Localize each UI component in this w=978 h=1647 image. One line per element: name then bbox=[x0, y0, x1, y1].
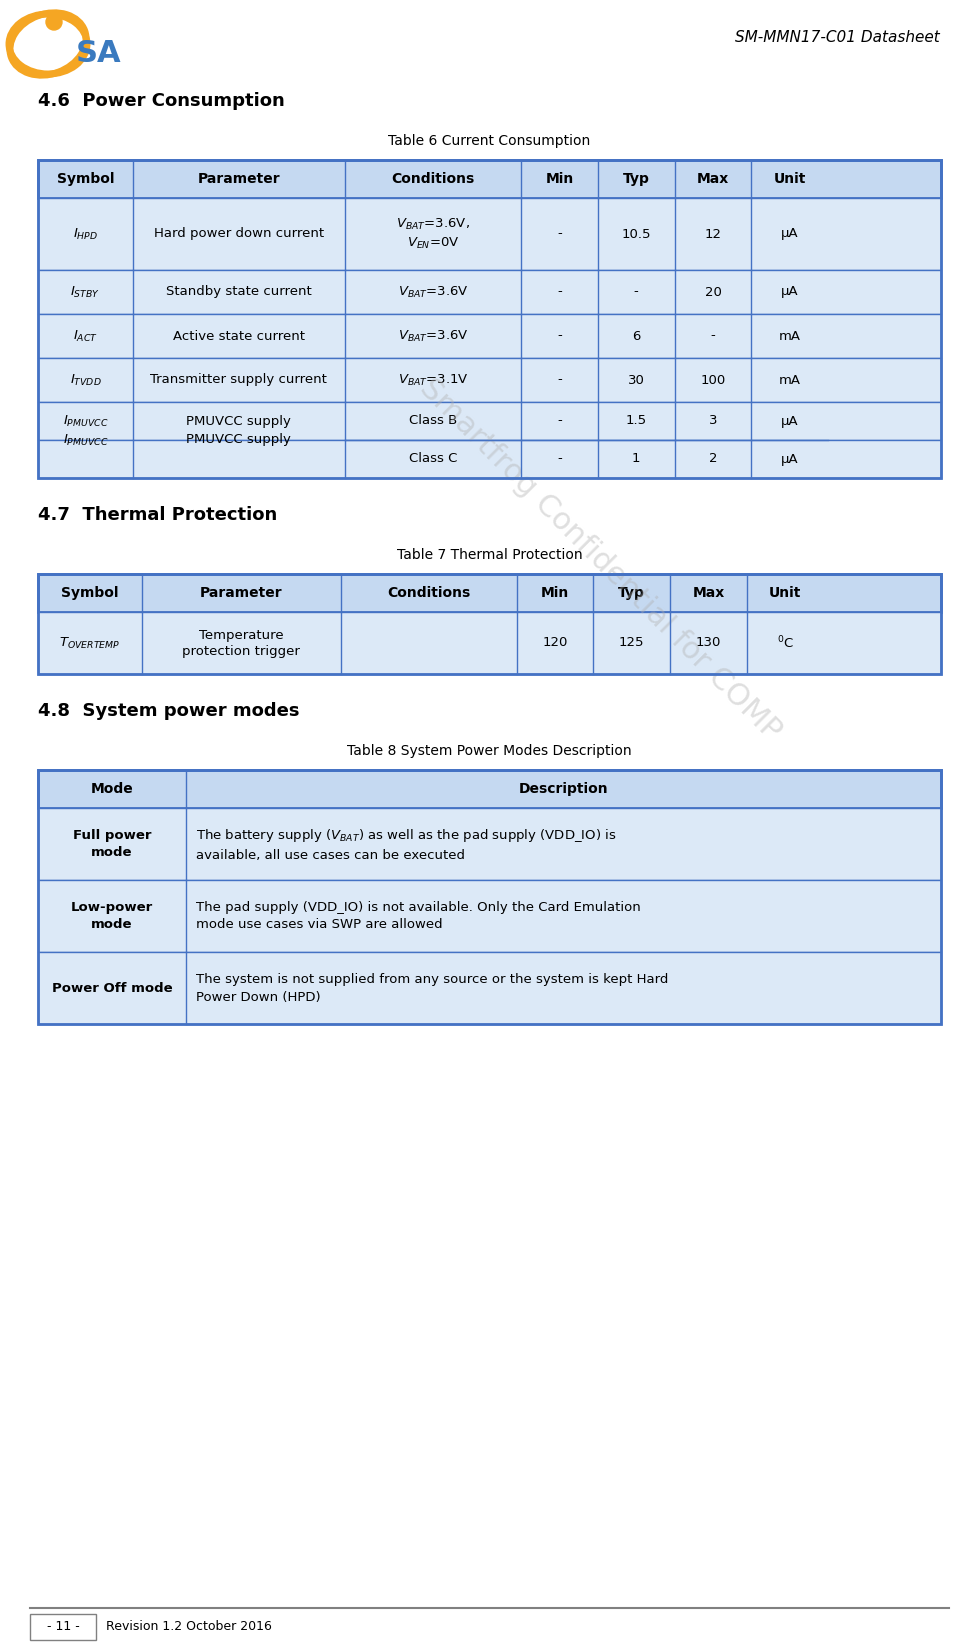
Text: -: - bbox=[556, 415, 561, 428]
Text: -: - bbox=[556, 453, 561, 466]
Text: $^0$C: $^0$C bbox=[776, 634, 793, 651]
Bar bbox=[38, 575, 940, 613]
Bar bbox=[38, 402, 940, 440]
Text: Hard power down current: Hard power down current bbox=[154, 227, 324, 240]
Text: -: - bbox=[556, 374, 561, 387]
Text: The pad supply (VDD_IO) is not available. Only the Card Emulation
mode use cases: The pad supply (VDD_IO) is not available… bbox=[196, 901, 640, 932]
Text: Smartfrog Confidential for COMP: Smartfrog Confidential for COMP bbox=[414, 374, 785, 746]
Bar bbox=[38, 440, 940, 478]
Text: The battery supply ($V_{BAT}$) as well as the pad supply (VDD_IO) is
available, : The battery supply ($V_{BAT}$) as well a… bbox=[196, 827, 616, 861]
Text: Conditions: Conditions bbox=[386, 586, 469, 600]
Bar bbox=[30, 1614, 96, 1640]
Text: Class B: Class B bbox=[409, 415, 457, 428]
Text: 100: 100 bbox=[699, 374, 725, 387]
Bar bbox=[38, 879, 940, 952]
Bar bbox=[38, 160, 940, 478]
Bar bbox=[38, 357, 940, 402]
Text: Typ: Typ bbox=[622, 171, 649, 186]
Text: SA: SA bbox=[76, 40, 121, 69]
Text: mA: mA bbox=[778, 374, 800, 387]
Text: $T_{OVERTEMP}$: $T_{OVERTEMP}$ bbox=[60, 636, 120, 651]
Bar bbox=[38, 575, 940, 674]
Text: Parameter: Parameter bbox=[200, 586, 283, 600]
Text: Unit: Unit bbox=[773, 171, 805, 186]
Text: 2: 2 bbox=[708, 453, 717, 466]
Text: mA: mA bbox=[778, 329, 800, 343]
Text: 4.8  System power modes: 4.8 System power modes bbox=[38, 702, 299, 720]
Bar bbox=[38, 809, 940, 879]
Bar bbox=[38, 270, 940, 315]
Text: PMUVCC supply: PMUVCC supply bbox=[186, 433, 291, 446]
Text: Symbol: Symbol bbox=[57, 171, 114, 186]
Text: SM-MMN17-C01 Datasheet: SM-MMN17-C01 Datasheet bbox=[734, 31, 939, 46]
Text: 10.5: 10.5 bbox=[621, 227, 650, 240]
Text: Revision 1.2 October 2016: Revision 1.2 October 2016 bbox=[106, 1621, 272, 1634]
Text: 4.6  Power Consumption: 4.6 Power Consumption bbox=[38, 92, 285, 110]
Text: -: - bbox=[633, 285, 638, 298]
Bar bbox=[38, 613, 940, 674]
Text: μA: μA bbox=[780, 227, 798, 240]
Circle shape bbox=[46, 15, 62, 30]
Text: Transmitter supply current: Transmitter supply current bbox=[151, 374, 327, 387]
Text: 3: 3 bbox=[708, 415, 717, 428]
Text: Full power
mode: Full power mode bbox=[72, 830, 151, 858]
Text: Symbol: Symbol bbox=[61, 586, 118, 600]
Text: Mode: Mode bbox=[91, 782, 133, 796]
Text: Min: Min bbox=[545, 171, 573, 186]
Text: Power Off mode: Power Off mode bbox=[52, 982, 172, 995]
Text: Min: Min bbox=[540, 586, 568, 600]
Text: Max: Max bbox=[696, 171, 729, 186]
Bar bbox=[38, 315, 940, 357]
Text: Unit: Unit bbox=[769, 586, 801, 600]
Text: Table 8 System Power Modes Description: Table 8 System Power Modes Description bbox=[347, 744, 631, 758]
Bar bbox=[38, 160, 940, 198]
Text: $V_{BAT}$=3.6V,
$V_{EN}$=0V: $V_{BAT}$=3.6V, $V_{EN}$=0V bbox=[396, 217, 469, 250]
Text: $I_{PMUVCC}$: $I_{PMUVCC}$ bbox=[63, 433, 108, 448]
Text: Parameter: Parameter bbox=[198, 171, 280, 186]
Text: Conditions: Conditions bbox=[391, 171, 474, 186]
Text: -: - bbox=[710, 329, 715, 343]
Text: 1: 1 bbox=[632, 453, 640, 466]
Text: 30: 30 bbox=[627, 374, 645, 387]
Text: -: - bbox=[556, 285, 561, 298]
Text: Table 7 Thermal Protection: Table 7 Thermal Protection bbox=[396, 548, 582, 562]
Text: Active state current: Active state current bbox=[173, 329, 304, 343]
Text: Temperature
protection trigger: Temperature protection trigger bbox=[182, 629, 300, 657]
Text: -: - bbox=[556, 227, 561, 240]
Text: μA: μA bbox=[780, 285, 798, 298]
Bar bbox=[38, 771, 940, 809]
Bar bbox=[38, 198, 940, 270]
Text: The system is not supplied from any source or the system is kept Hard
Power Down: The system is not supplied from any sour… bbox=[196, 972, 668, 1003]
Text: Max: Max bbox=[691, 586, 724, 600]
Text: $V_{BAT}$=3.6V: $V_{BAT}$=3.6V bbox=[397, 328, 468, 344]
Text: 12: 12 bbox=[704, 227, 721, 240]
Text: $V_{BAT}$=3.1V: $V_{BAT}$=3.1V bbox=[397, 372, 468, 387]
Text: Low-power
mode: Low-power mode bbox=[70, 901, 153, 931]
Text: Description: Description bbox=[518, 782, 607, 796]
Text: Table 6 Current Consumption: Table 6 Current Consumption bbox=[388, 133, 590, 148]
Bar bbox=[38, 952, 940, 1024]
Text: 130: 130 bbox=[695, 636, 721, 649]
Text: Typ: Typ bbox=[618, 586, 645, 600]
Text: 125: 125 bbox=[618, 636, 644, 649]
Text: 6: 6 bbox=[632, 329, 640, 343]
Bar bbox=[38, 771, 940, 1024]
Text: 4.7  Thermal Protection: 4.7 Thermal Protection bbox=[38, 506, 277, 524]
Text: $I_{STBY}$: $I_{STBY}$ bbox=[70, 285, 101, 300]
Text: 120: 120 bbox=[542, 636, 567, 649]
Text: 20: 20 bbox=[704, 285, 721, 298]
Text: Class C: Class C bbox=[409, 453, 457, 466]
Text: 1.5: 1.5 bbox=[625, 415, 646, 428]
Text: μA: μA bbox=[780, 415, 798, 428]
Text: $I_{PMUVCC}$: $I_{PMUVCC}$ bbox=[63, 413, 108, 428]
Text: PMUVCC supply: PMUVCC supply bbox=[186, 415, 291, 428]
Text: $I_{TVDD}$: $I_{TVDD}$ bbox=[69, 372, 101, 387]
Text: $I_{ACT}$: $I_{ACT}$ bbox=[72, 328, 98, 344]
Text: $I_{HPD}$: $I_{HPD}$ bbox=[72, 226, 98, 242]
Text: -: - bbox=[556, 329, 561, 343]
Text: $V_{BAT}$=3.6V: $V_{BAT}$=3.6V bbox=[397, 285, 468, 300]
Text: - 11 -: - 11 - bbox=[47, 1621, 79, 1634]
Text: μA: μA bbox=[780, 453, 798, 466]
Text: Standby state current: Standby state current bbox=[166, 285, 311, 298]
